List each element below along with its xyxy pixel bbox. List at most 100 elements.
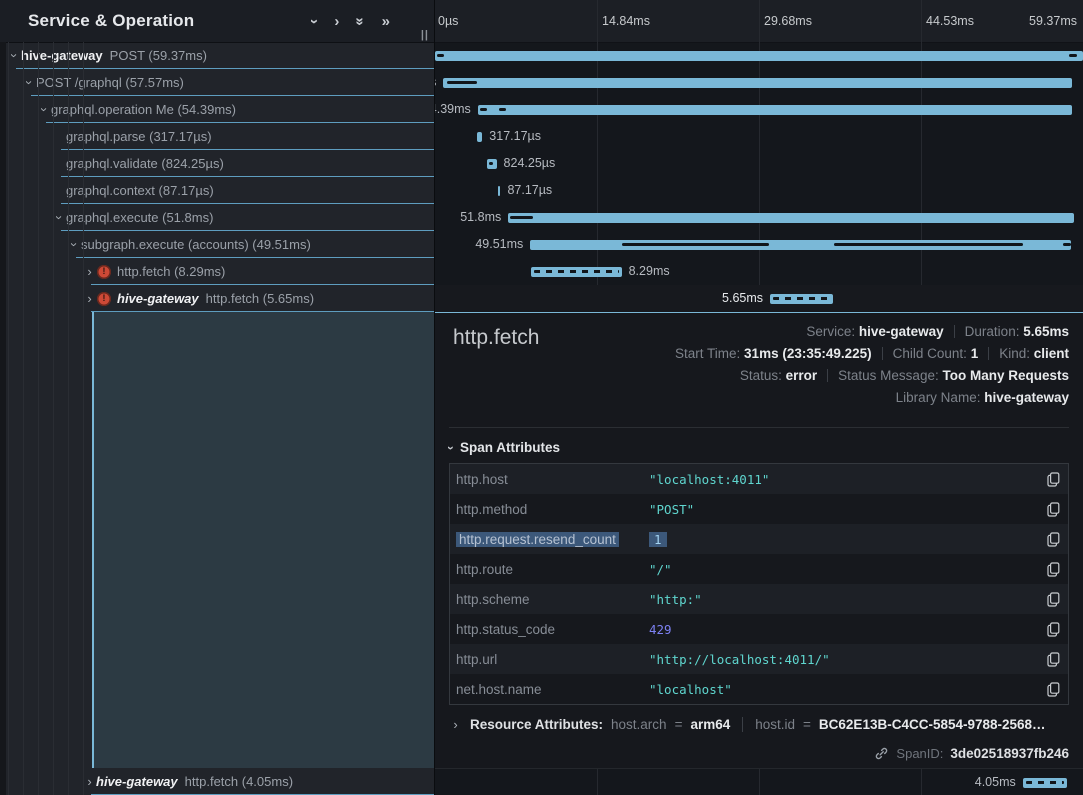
row-border (31, 95, 434, 96)
meta-label: Start Time: (675, 346, 745, 361)
tree-spacer (53, 157, 66, 170)
span-operation-name: graphql.context (87.17µs) (66, 183, 214, 198)
timeline-span-row[interactable]: 5.65ms (435, 285, 1083, 312)
chevron-down-icon[interactable]: › (52, 215, 67, 220)
row-border (91, 284, 434, 285)
span-bar[interactable] (1022, 777, 1067, 788)
timeline-span-row[interactable]: 8.29ms (435, 258, 1083, 285)
span-tree-row[interactable]: ›! hive-gateway http.fetch (5.65ms) (0, 285, 434, 312)
chevron-down-icon[interactable]: › (67, 242, 82, 247)
timeline-gridline (759, 769, 760, 795)
meta-label: Status: (739, 368, 786, 383)
timeline-tick: 0µs (438, 14, 459, 28)
span-bar[interactable] (497, 185, 501, 196)
timeline-span-row[interactable]: 49.51ms (435, 231, 1083, 258)
span-tree-row[interactable]: › hive-gateway POST (59.37ms) (0, 42, 434, 69)
span-id-line: SpanID: 3de02518937fb246 (874, 746, 1069, 761)
copy-button[interactable] (1038, 621, 1068, 637)
span-tree-row[interactable]: graphql.parse (317.17µs) (0, 123, 434, 150)
chevron-down-icon[interactable]: › (7, 53, 22, 58)
chevron-right-icon[interactable]: › (87, 774, 92, 789)
meta-divider (953, 325, 955, 338)
child-span-indicator (622, 243, 770, 246)
link-icon[interactable] (874, 746, 889, 761)
timeline-span-row[interactable]: 51.8ms (435, 204, 1083, 231)
attribute-value: "/" (649, 561, 672, 577)
span-tree-row[interactable]: › hive-gateway http.fetch (4.05ms) (0, 768, 434, 795)
copy-button[interactable] (1038, 681, 1068, 697)
meta-divider (881, 347, 883, 360)
span-operation-name: http.fetch (8.29ms) (117, 264, 226, 279)
chevron-right-icon: › (453, 717, 458, 732)
timeline-gridline (597, 42, 598, 312)
attribute-key: http.url (456, 651, 498, 667)
span-tree-row[interactable]: › graphql.execute (51.8ms) (0, 204, 434, 231)
copy-button[interactable] (1038, 591, 1068, 607)
panel-resize-handle[interactable]: || (420, 29, 429, 41)
row-border (61, 149, 434, 150)
span-service-name: hive-gateway (96, 774, 178, 789)
span-attributes-header[interactable]: › Span Attributes (444, 440, 560, 455)
copy-button[interactable] (1038, 531, 1068, 547)
timeline-gridline (921, 42, 922, 312)
span-duration-label: 51.8ms (460, 210, 502, 224)
span-bar[interactable] (477, 104, 1072, 115)
meta-value: Too Many Requests (942, 368, 1069, 383)
copy-button[interactable] (1038, 561, 1068, 577)
tree-indent-guide (53, 42, 54, 795)
attribute-row: http.host "localhost:4011" (450, 464, 1068, 494)
span-bar[interactable] (477, 131, 483, 142)
chevron-right-icon[interactable]: › (87, 264, 92, 279)
timeline-span-row[interactable]: 317.17µs (435, 123, 1083, 150)
row-border (61, 203, 434, 204)
span-tree-row[interactable]: graphql.validate (824.25µs) (0, 150, 434, 177)
timeline-span-row[interactable]: 87.17µs (435, 177, 1083, 204)
resource-attr-key: host.id (755, 717, 796, 732)
timeline-span-row[interactable]: 54.39ms (435, 96, 1083, 123)
detail-meta-line: Status: error Status Message: Too Many Re… (675, 365, 1069, 387)
attribute-key: http.request.resend_count (450, 531, 649, 547)
timeline-span-row[interactable]: 57.57ms (435, 69, 1083, 96)
span-duration-label: 49.51ms (475, 237, 524, 251)
chevron-right-icon[interactable]: › (334, 12, 340, 30)
copy-button[interactable] (1038, 501, 1068, 517)
chevron-right-icon[interactable]: › (87, 291, 92, 306)
meta-label: Service: (806, 324, 859, 339)
copy-button[interactable] (1038, 471, 1068, 487)
span-id-label: SpanID: (896, 746, 944, 761)
span-tree-row[interactable]: › POST /graphql (57.57ms) (0, 69, 434, 96)
span-bar[interactable] (530, 266, 622, 277)
chevron-down-icon[interactable]: › (22, 80, 37, 85)
timeline-tick: 59.37ms (1029, 14, 1077, 28)
chevron-down-icon[interactable]: › (306, 18, 324, 24)
meta-label: Status Message: (838, 368, 943, 383)
detail-meta-line: Library Name: hive-gateway (675, 387, 1069, 409)
meta-value: hive-gateway (858, 324, 944, 339)
span-tree-row[interactable]: › graphql.operation Me (54.39ms) (0, 96, 434, 123)
double-chevron-right-icon[interactable]: » (381, 12, 390, 30)
span-bar[interactable] (508, 212, 1074, 223)
span-bar[interactable] (443, 77, 1072, 88)
resource-attributes-row[interactable]: › Resource Attributes: host.arch = arm64 host… (449, 717, 1069, 732)
meta-value: client (1033, 346, 1069, 361)
span-bar[interactable] (530, 239, 1072, 250)
double-chevron-down-icon[interactable]: » (351, 16, 369, 26)
span-duration-label: 5.65ms (722, 291, 764, 305)
timeline-span-row[interactable] (435, 42, 1083, 69)
copy-icon (1046, 621, 1059, 637)
child-span-indicator (479, 108, 487, 111)
timeline-span-row[interactable]: 824.25µs (435, 150, 1083, 177)
span-bar[interactable] (435, 50, 1083, 61)
timeline-span-row[interactable]: 4.05ms (435, 769, 1083, 795)
span-tree-row[interactable]: graphql.context (87.17µs) (0, 177, 434, 204)
tree-indent-guide (8, 42, 9, 795)
span-tree-row[interactable]: › subgraph.execute (accounts) (49.51ms) (0, 231, 434, 258)
meta-value: error (785, 368, 818, 383)
span-bar[interactable] (770, 293, 833, 304)
span-tree-row[interactable]: ›! http.fetch (8.29ms) (0, 258, 434, 285)
span-operation-name: http.fetch (5.65ms) (205, 291, 315, 306)
attribute-row: http.scheme "http:" (450, 584, 1068, 614)
chevron-down-icon[interactable]: › (37, 107, 52, 112)
detail-meta-line: Start Time: 31ms (23:35:49.225) Child Cou… (675, 343, 1069, 365)
copy-button[interactable] (1038, 651, 1068, 667)
